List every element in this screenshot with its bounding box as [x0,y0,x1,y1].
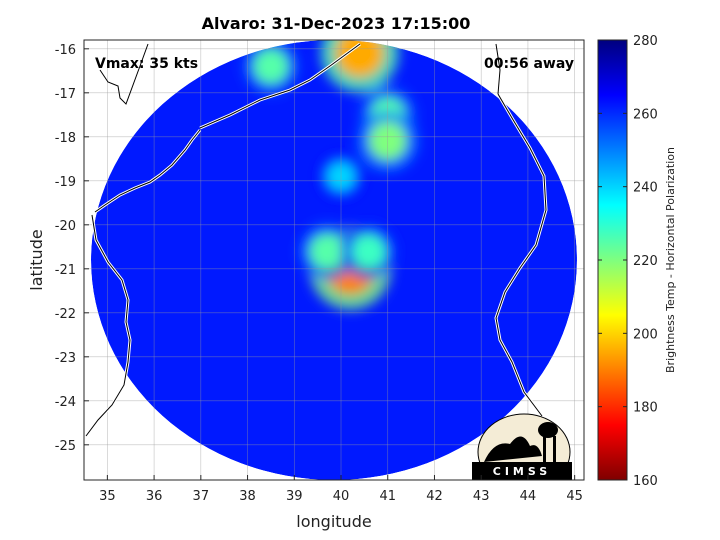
y-tick-label: -21 [55,263,76,278]
logo-text: CIMSS [493,465,551,478]
y-tick-label: -24 [55,395,76,410]
logo-water-tower [538,422,558,438]
coastline-mozambique-north-inner [199,43,361,129]
colorbar-gradient [597,39,628,481]
coastlines [84,42,548,437]
brightness-feature [341,223,397,279]
x-tick-label: 38 [239,489,256,504]
x-tick-label: 42 [426,489,443,504]
colorbar-tick-label: 180 [633,401,658,416]
brightness-features [242,40,419,310]
x-tick-label: 40 [333,489,350,504]
colorbar-tick-label: 280 [633,34,658,49]
colorbar-tick-label: 240 [633,181,658,196]
y-axis-label: latitude [27,229,46,290]
x-tick-label: 41 [379,489,396,504]
colorbar-tick-label: 260 [633,107,658,122]
x-tick-label: 35 [99,489,116,504]
microwave-swath [91,40,577,480]
x-tick-label: 37 [193,489,210,504]
plot-area: Vmax: 35 kts 00:56 away CIMSS [84,40,584,480]
y-tick-label: -22 [55,307,76,322]
coastline-africa-north-inner [94,129,201,213]
vmax-annotation: Vmax: 35 kts [95,56,198,72]
cimss-logo: CIMSS [472,413,572,480]
x-tick-label: 43 [473,489,490,504]
y-tick-label: -17 [55,87,76,102]
colorbar-tick-label: 160 [633,474,658,489]
y-tick-label: -19 [55,175,76,190]
y-tick-label: -16 [55,43,76,58]
logo-water-tower-leg-2 [553,436,556,462]
coastline-africa-south-inner [85,214,131,437]
plot-frame [83,39,585,481]
logo-satellite-dishes [484,436,542,462]
brightness-feature [242,40,300,96]
y-axis-ticks: -16 -17 -18 -19 -20 -21 -22 -23 -24 -25 [55,43,89,454]
x-axis-ticks: 35 36 37 38 39 40 41 42 43 44 45 [99,475,583,504]
y-tick-label: -25 [55,439,76,454]
x-tick-label: 39 [286,489,303,504]
x-axis-label: longitude [296,512,371,531]
y-tick-label: -23 [55,351,76,366]
coastline-madagascar-outer-land [495,43,501,95]
logo-banner [472,462,572,480]
coastline-africa-inland [99,43,149,105]
y-tick-label: -20 [55,219,76,234]
logo-water-tower-leg [543,432,546,462]
x-tick-label: 45 [566,489,583,504]
colorbar-label: Brightness Temp - Horizontal Polarizatio… [664,147,677,373]
colorbar: 160 180 200 220 240 260 280 Brightness Temp - … [597,34,677,489]
time-offset-annotation: 00:56 away [484,56,574,72]
x-tick-label: 44 [520,489,537,504]
brightness-feature [298,222,356,280]
y-tick-label: -18 [55,131,76,146]
colorbar-tick-label: 200 [633,327,658,342]
chart-title: Alvaro: 31-Dec-2023 17:15:00 [202,14,471,33]
grid-lines [84,40,584,480]
x-tick-label: 36 [146,489,163,504]
colorbar-tick-label: 220 [633,254,658,269]
coastline-madagascar-inner [495,93,547,417]
colorbar-ticks: 160 180 200 220 240 260 280 [598,34,658,489]
